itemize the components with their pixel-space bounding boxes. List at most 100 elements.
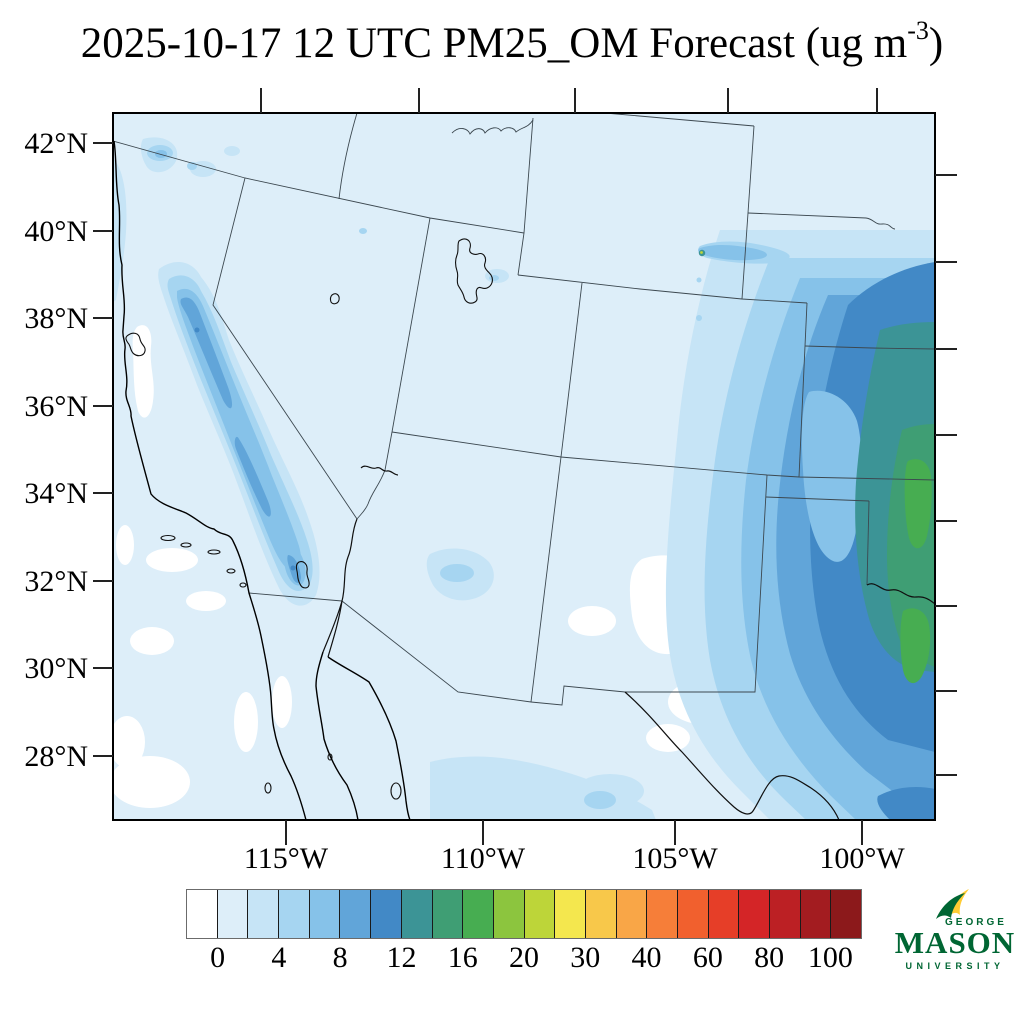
colorado-river [322, 518, 358, 658]
border-montana-wyoming [604, 113, 755, 127]
great-salt-lake [454, 238, 493, 304]
colorbar-tick-label: 16 [447, 941, 478, 974]
lat-label: 42°N [24, 127, 88, 160]
colorbar [186, 889, 862, 939]
colorbar-cell [340, 890, 372, 938]
lat-label: 32°N [24, 565, 88, 598]
title-exponent: -3 [907, 16, 929, 45]
right-ticks [935, 174, 957, 776]
colorbar-tick-label: 60 [692, 941, 723, 974]
pm-pocket-light [801, 390, 862, 562]
pyramid-lake [329, 293, 340, 305]
lat-label: 34°N [24, 477, 88, 510]
colorbar-cell [647, 890, 678, 938]
gmu-logo: GEORGE MASON UNIVERSITY [888, 889, 1022, 981]
colorbar-cell [524, 890, 556, 938]
border-california-mexico [248, 592, 343, 602]
colorbar-tick-label: 20 [509, 941, 539, 974]
border-utah-colorado [560, 282, 583, 458]
border-40n [804, 345, 935, 350]
pm-band-16 [900, 459, 932, 684]
channel-islands [160, 534, 247, 588]
gmu-logo-university: UNIVERSITY [905, 961, 1005, 971]
border-newmexico-texas [625, 474, 768, 693]
axis-ticks [93, 88, 957, 845]
pacific-coast [113, 140, 307, 820]
page-title: 2025-10-17 12 UTC PM25_OM Forecast (ug m… [0, 16, 1024, 68]
lon-label: 110°W [441, 842, 526, 875]
colorbar-cell [616, 890, 648, 938]
sonora-coast [327, 656, 411, 820]
colorbar-tick-label: 8 [332, 941, 348, 974]
colorbar-tick-label: 40 [631, 941, 662, 974]
colorbar-cell [831, 890, 862, 938]
border-wyoming-west [517, 117, 534, 276]
gmu-logo-mason: MASON [894, 925, 1016, 960]
colorbar-cell [555, 890, 586, 938]
left-ticks [93, 142, 113, 757]
border-arizona-newmexico [530, 456, 562, 703]
colorbar-cell [493, 890, 525, 938]
salton-sea [295, 561, 310, 589]
state-borders [113, 113, 935, 706]
lon-label: 115°W [244, 842, 329, 875]
axis-labels: 42°N 40°N 38°N 36°N 34°N 32°N 30°N 28°N … [24, 127, 905, 875]
lat-label: 40°N [24, 215, 88, 248]
lat-label: 28°N [24, 740, 88, 773]
colorbar-tick-label: 80 [754, 941, 785, 974]
lon-label: 105°W [632, 842, 718, 875]
colorbar-labels: 0 4 8 12 16 20 30 40 60 80 100 [186, 941, 862, 979]
san-francisco-bay [125, 332, 146, 357]
red-river [866, 583, 935, 605]
lake-mead [360, 465, 399, 476]
border-nebraska-colorado [804, 302, 808, 347]
colorbar-cell [770, 890, 801, 938]
colorbar-cell [432, 890, 464, 938]
top-ticks [260, 88, 878, 113]
colorbar-cell [739, 890, 771, 938]
baja-gulf-coast [315, 651, 359, 820]
plot-frame [112, 112, 936, 821]
border-texas-oklahoma-100w [866, 500, 870, 586]
colorbar-cell [800, 890, 832, 938]
border-arizona-mexico [341, 600, 532, 703]
pm-shading [113, 113, 935, 820]
lat-label: 30°N [24, 652, 88, 685]
colorbar-tick-label: 12 [386, 941, 417, 974]
colorbar-cell [463, 890, 494, 938]
border-colorado-kansas [798, 345, 806, 478]
lat-label: 36°N [24, 390, 88, 423]
border-texas-north [765, 496, 870, 502]
bottom-ticks [285, 820, 863, 845]
border-41n [517, 274, 808, 304]
colorbar-cell [401, 890, 433, 938]
border-california-nevada [212, 177, 358, 520]
gmu-logo-george: GEORGE [945, 917, 1007, 928]
border-newmexico-mexico [530, 685, 626, 706]
colorbar-cell [309, 890, 341, 938]
colorbar-cell [371, 890, 402, 938]
colorbar-cell [217, 890, 249, 938]
rio-grande [624, 691, 840, 820]
colorbar-cell [279, 890, 310, 938]
colorbar-tick-label: 4 [271, 941, 287, 974]
colorbar-tick-label: 100 [807, 941, 853, 974]
border-43n [747, 212, 896, 230]
colorbar-cell [708, 890, 740, 938]
border-idaho-montana [451, 119, 534, 135]
colorbar-tick-label: 0 [210, 941, 226, 974]
coastline [113, 140, 411, 820]
colorbar-cell [678, 890, 709, 938]
pm-point-source [698, 249, 706, 257]
title-suffix: ) [928, 20, 944, 67]
border-42n [113, 140, 525, 234]
gmu-flame-icon [936, 889, 969, 919]
colorbar-cell [248, 890, 280, 938]
rivers [322, 465, 935, 820]
border-nevada-arizona [356, 431, 393, 520]
lon-label: 100°W [819, 842, 905, 875]
lat-label: 38°N [24, 302, 88, 335]
colorbar-tick-label: 30 [570, 941, 601, 974]
